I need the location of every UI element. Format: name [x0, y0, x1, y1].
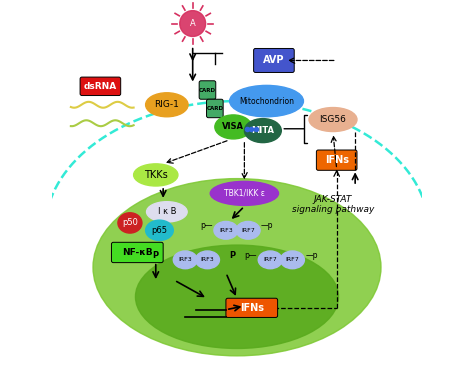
Ellipse shape	[136, 245, 338, 349]
Text: Mitochondrion: Mitochondrion	[239, 97, 294, 106]
Ellipse shape	[195, 251, 219, 269]
Text: p65: p65	[152, 226, 167, 235]
FancyBboxPatch shape	[316, 150, 357, 170]
Ellipse shape	[146, 202, 187, 222]
Text: ISG56: ISG56	[319, 115, 346, 124]
Ellipse shape	[210, 182, 279, 205]
Text: dsRNA: dsRNA	[84, 82, 117, 91]
Ellipse shape	[214, 221, 238, 239]
Ellipse shape	[229, 86, 303, 117]
Text: IFNs: IFNs	[325, 155, 349, 165]
Circle shape	[180, 11, 206, 36]
Text: p50: p50	[122, 218, 138, 227]
Text: p—: p—	[245, 251, 257, 260]
FancyBboxPatch shape	[199, 81, 216, 99]
Ellipse shape	[173, 251, 197, 269]
FancyBboxPatch shape	[207, 99, 223, 118]
Ellipse shape	[258, 251, 282, 269]
Ellipse shape	[118, 213, 142, 233]
Text: RIG-1: RIG-1	[155, 100, 179, 109]
Text: A: A	[190, 19, 196, 28]
Text: JAK-STAT
signaling pathway: JAK-STAT signaling pathway	[292, 195, 374, 214]
Text: I κ B: I κ B	[157, 207, 176, 217]
Text: P: P	[229, 251, 236, 260]
Ellipse shape	[236, 221, 260, 239]
FancyBboxPatch shape	[226, 298, 278, 317]
Text: NF-κB: NF-κB	[122, 248, 153, 257]
Text: AVP: AVP	[263, 55, 285, 65]
Text: —p: —p	[261, 221, 273, 231]
Text: IRF7: IRF7	[285, 257, 299, 262]
Ellipse shape	[146, 93, 188, 117]
FancyBboxPatch shape	[111, 242, 163, 263]
Ellipse shape	[281, 251, 304, 269]
Text: CARD: CARD	[199, 87, 216, 93]
Text: IRF3: IRF3	[201, 257, 214, 262]
FancyBboxPatch shape	[254, 48, 294, 73]
Ellipse shape	[134, 164, 178, 186]
Text: MITA: MITA	[251, 126, 274, 135]
Text: IRF7: IRF7	[264, 257, 277, 262]
Text: TKKs: TKKs	[144, 170, 168, 180]
Text: IFNs: IFNs	[240, 303, 264, 313]
FancyBboxPatch shape	[80, 77, 121, 96]
Text: IRF3: IRF3	[219, 228, 233, 233]
Ellipse shape	[309, 108, 357, 132]
Text: —p: —p	[305, 251, 318, 260]
Text: TBK1/IKK ε: TBK1/IKK ε	[224, 189, 265, 198]
Text: P: P	[152, 251, 158, 260]
Text: VISA: VISA	[222, 122, 244, 131]
Ellipse shape	[245, 119, 281, 142]
Text: p—: p—	[200, 221, 212, 231]
Text: IRF7: IRF7	[241, 228, 255, 233]
Ellipse shape	[93, 179, 381, 356]
Ellipse shape	[146, 220, 173, 240]
Ellipse shape	[215, 115, 252, 139]
Text: IRF3: IRF3	[178, 257, 192, 262]
Text: CARD: CARD	[206, 106, 223, 111]
